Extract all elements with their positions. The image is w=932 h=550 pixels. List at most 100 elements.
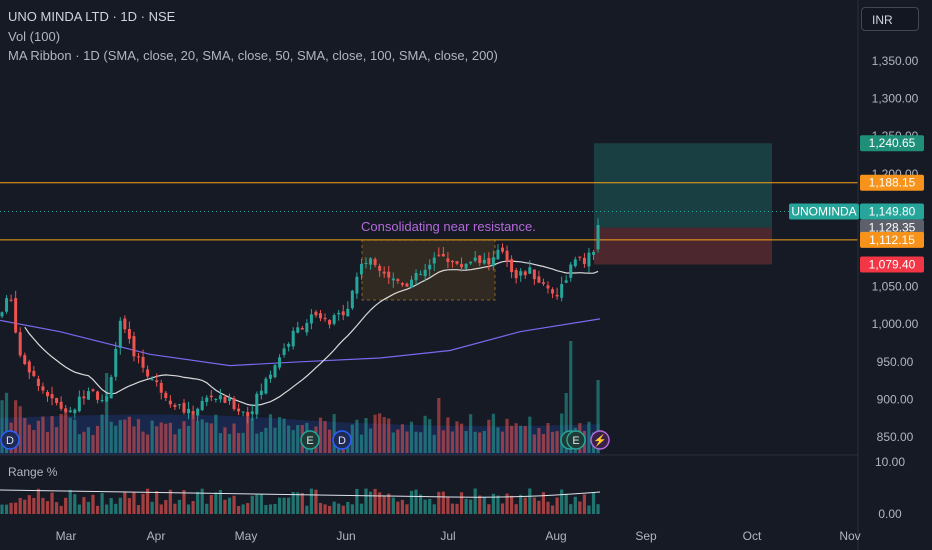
candle-body — [127, 329, 131, 339]
range-bar — [209, 495, 213, 514]
volume-bar — [432, 434, 436, 453]
candle-body — [346, 308, 350, 317]
ma-ribbon-indicator-label[interactable]: MA Ribbon · 1D (SMA, close, 20, SMA, clo… — [8, 48, 498, 63]
candle — [578, 256, 582, 261]
range-bar — [214, 492, 218, 514]
range-bar — [578, 501, 582, 514]
candle — [91, 388, 95, 393]
volume-bar — [18, 406, 22, 453]
range-bar — [186, 504, 191, 514]
volume-bars — [0, 341, 600, 453]
annotation-text: Consolidating near resistance. — [361, 219, 536, 234]
candle — [364, 257, 368, 269]
candle-body — [68, 410, 72, 413]
ma20-line — [24, 260, 599, 407]
candle — [177, 404, 181, 409]
event-marker-symbol: D — [6, 435, 14, 447]
volume-indicator-label[interactable]: Vol (100) — [8, 29, 61, 44]
candle-body — [96, 391, 100, 400]
volume-bar — [537, 428, 541, 453]
candle — [369, 257, 373, 270]
range-bar — [391, 497, 395, 514]
range-bar — [569, 504, 573, 514]
volume-bar — [114, 425, 118, 453]
time-axis: Mar Apr May Jun Jul Aug Sep Oct Nov — [56, 529, 861, 543]
ticker-tag-bg — [789, 203, 859, 220]
candle — [287, 342, 291, 352]
volume-bar — [273, 427, 277, 453]
range-bar — [560, 489, 564, 514]
volume-bar — [227, 433, 232, 453]
candle-body — [314, 311, 318, 316]
candle-body — [105, 396, 109, 402]
candle-body — [359, 264, 363, 275]
volume-bar — [246, 415, 250, 453]
range-bar — [473, 488, 477, 514]
candle-body — [428, 264, 432, 270]
volume-bar — [232, 423, 236, 453]
range-bar — [346, 501, 350, 514]
candle — [382, 266, 386, 278]
volume-bar — [505, 418, 509, 453]
candle — [214, 397, 218, 403]
volume-bar — [191, 413, 195, 453]
volume-bar — [55, 427, 59, 453]
entry-price-tag-text: 1,128.35 — [869, 221, 916, 235]
range-panel-label[interactable]: Range % — [8, 465, 58, 479]
volume-bar — [136, 419, 141, 453]
candle — [592, 250, 595, 260]
volume-bar — [0, 400, 4, 453]
range-bar — [505, 493, 509, 514]
candle-body — [355, 276, 359, 294]
range-bar — [32, 497, 36, 514]
range-bar — [227, 497, 232, 514]
range-bar — [305, 505, 309, 514]
volume-bar — [205, 422, 209, 453]
entry-price-tag-bg — [860, 219, 924, 236]
candle-body — [196, 408, 200, 416]
price-axis-tick: 850.00 — [877, 430, 914, 444]
volume-bar — [214, 414, 218, 453]
volume-bar — [328, 429, 332, 453]
range-bar — [68, 489, 72, 514]
candle-body — [528, 267, 532, 274]
candle-body — [473, 257, 477, 261]
candle-body — [423, 269, 427, 277]
range-bar — [159, 504, 163, 514]
range-bar — [132, 492, 136, 514]
candle — [564, 275, 568, 284]
volume-bar — [560, 413, 564, 453]
candle — [59, 396, 63, 411]
candle — [346, 301, 350, 317]
candle-body — [82, 396, 86, 399]
range-bar — [350, 504, 354, 514]
volume-bar — [123, 419, 127, 453]
candle — [359, 258, 363, 280]
range-bar — [168, 489, 172, 514]
candle — [273, 364, 277, 379]
range-bar — [191, 501, 195, 514]
price-axis: 1,350.001,300.001,250.001,200.001,050.00… — [872, 54, 919, 444]
candle-body — [350, 290, 354, 309]
range-bar — [364, 488, 368, 514]
candle — [437, 247, 441, 257]
volume-bar — [264, 427, 268, 453]
range-bar — [109, 498, 113, 514]
range-bar — [373, 488, 377, 514]
currency-button[interactable]: INR — [861, 7, 919, 31]
candle — [241, 411, 245, 417]
candle — [132, 331, 136, 362]
volume-bar — [405, 431, 409, 453]
candle — [460, 257, 464, 272]
time-axis-label: Nov — [839, 529, 860, 543]
candle — [432, 252, 436, 271]
candle-body — [460, 264, 464, 268]
candle — [137, 353, 140, 364]
range-bar — [537, 500, 541, 514]
candle — [501, 243, 504, 254]
candle — [191, 405, 195, 419]
volume-bar — [182, 421, 186, 453]
range-bar — [478, 495, 482, 514]
candle — [64, 405, 68, 414]
